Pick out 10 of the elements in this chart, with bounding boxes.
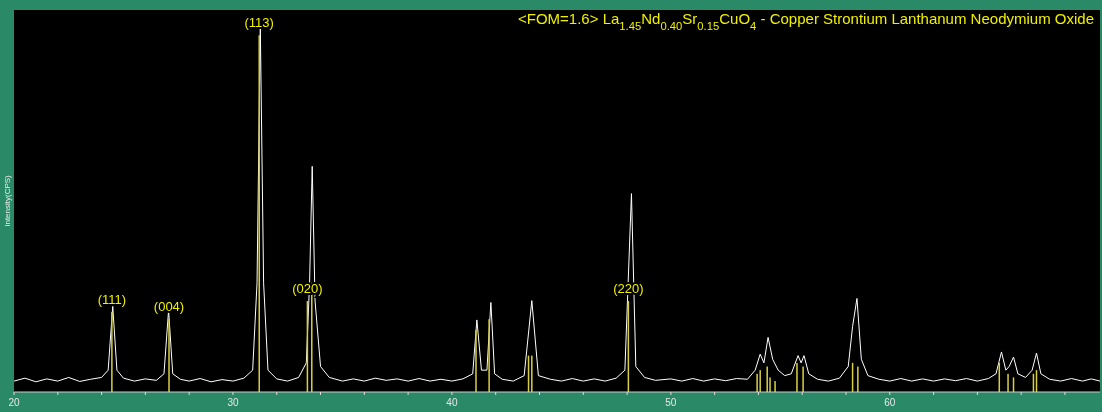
x-tick-label: 30 xyxy=(227,397,239,408)
annotation: (004) xyxy=(153,299,185,315)
y-axis-title: Intensity(CPS) xyxy=(3,174,12,227)
x-tick-label: 40 xyxy=(446,397,458,408)
annotation: (113) xyxy=(244,15,274,31)
chart-title: <FOM=1.6> La$_{1.45}$Nd$_{0.40}$Sr$_{0.15}$CuO$_{4}$ - Copper Strontium Lanthanum Neodymium Oxide xyxy=(518,10,1094,32)
x-tick-label: 20 xyxy=(8,397,20,408)
annotation: (111) xyxy=(97,291,127,307)
x-tick-label: 50 xyxy=(665,397,677,408)
x-tick-label: 60 xyxy=(884,397,896,408)
